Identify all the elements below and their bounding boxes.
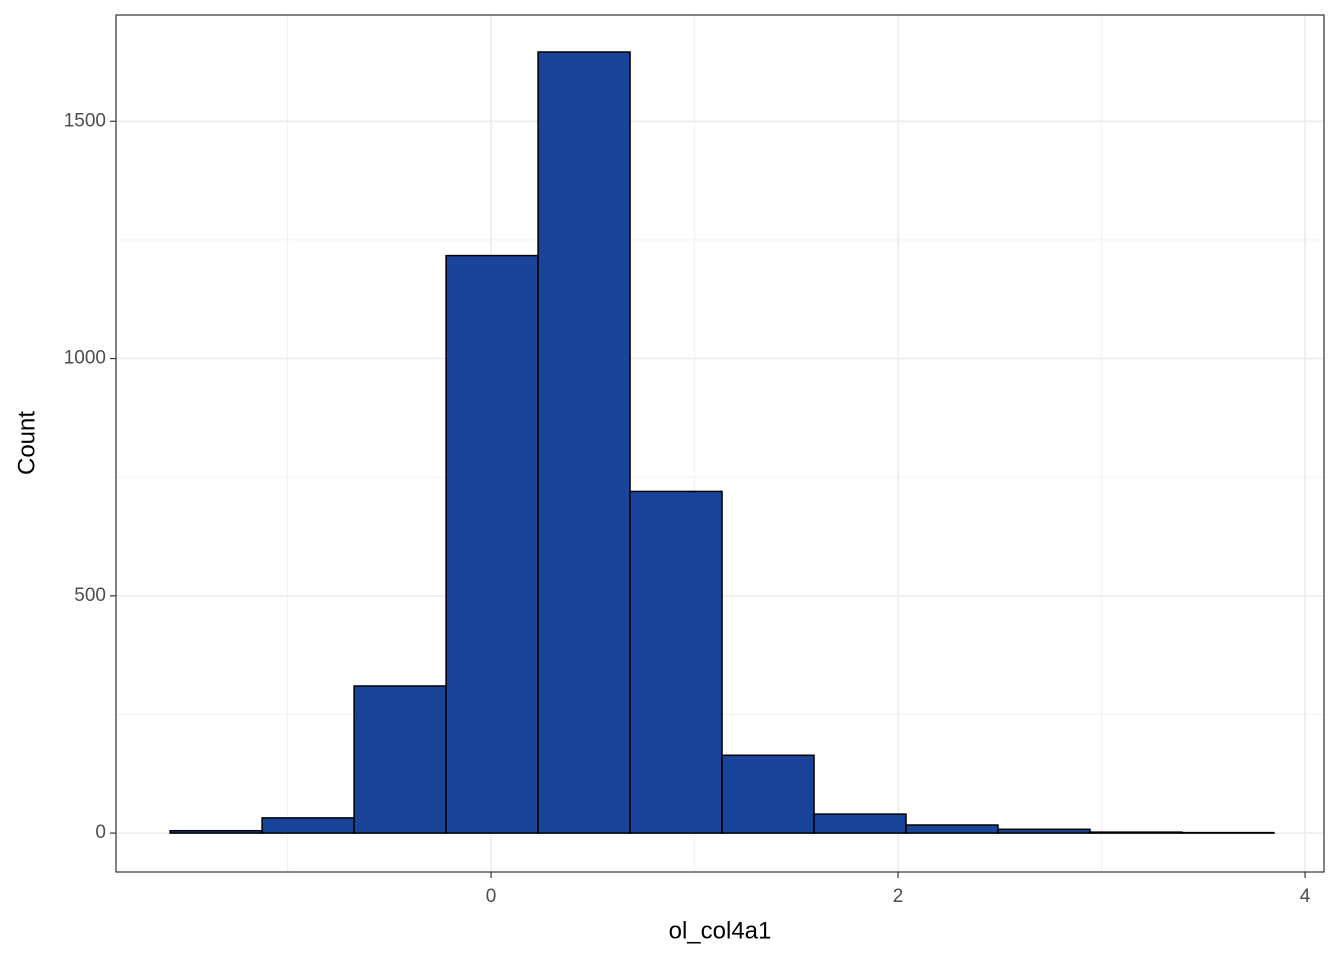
x-tick-label: 2 [893, 886, 904, 907]
y-axis-title: Count [13, 411, 40, 475]
y-tick-label: 0 [95, 822, 106, 843]
bar [997, 828, 1091, 834]
bar [169, 829, 263, 834]
bar [813, 813, 907, 834]
axes: 0 500 1000 1500 0 2 4 [64, 110, 1311, 907]
y-tick-label: 1000 [64, 348, 106, 369]
bar [905, 824, 999, 834]
bar [1089, 831, 1183, 834]
bar [353, 685, 447, 834]
y-tick-label: 500 [74, 585, 106, 606]
bar [629, 490, 723, 834]
x-axis-title: ol_col4a1 [669, 917, 772, 944]
y-tick-label: 1500 [64, 110, 106, 131]
x-tick-label: 4 [1300, 886, 1311, 907]
bar [445, 254, 539, 834]
bars [169, 51, 1275, 834]
bar [261, 817, 355, 834]
x-tick-label: 0 [486, 886, 497, 907]
bar [537, 51, 631, 834]
bar [721, 754, 815, 834]
panel-border [115, 14, 1325, 873]
